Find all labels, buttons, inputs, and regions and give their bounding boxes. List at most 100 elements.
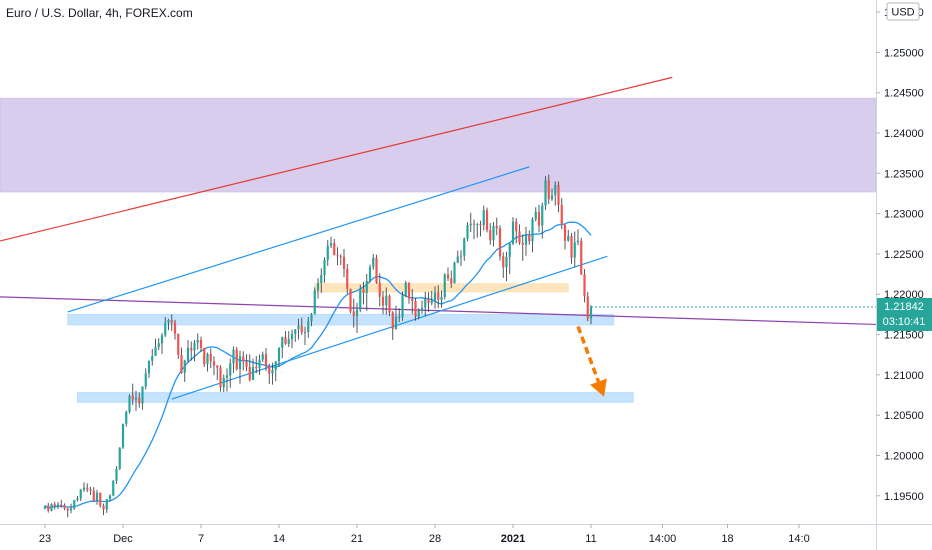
candle-body-bull [307, 321, 310, 332]
x-tick-label: 14:0 [788, 533, 809, 545]
candle [417, 308, 420, 320]
candle [63, 503, 66, 511]
currency-badge[interactable]: USD [886, 2, 920, 21]
red-trendline [0, 76, 673, 242]
candle [79, 488, 82, 502]
candle-body-bull [82, 487, 86, 490]
candle [524, 226, 528, 256]
candle [440, 290, 443, 308]
candle-body-bull [534, 212, 537, 220]
candle [333, 239, 336, 256]
y-tick-label: 1.20500 [884, 410, 924, 422]
candle [482, 205, 485, 231]
candle [225, 368, 229, 392]
candle-body-bear [414, 301, 417, 317]
candle [394, 305, 398, 330]
candle-body-bull [404, 282, 407, 296]
x-tick-label: 21 [351, 533, 363, 545]
candle [492, 222, 495, 247]
candle-body-bull [105, 499, 108, 510]
candle [209, 348, 212, 369]
candle [242, 351, 245, 371]
candle-body-bear [498, 228, 502, 257]
candle-body-bull [372, 257, 375, 268]
candle-body-bull [544, 180, 547, 206]
candle-body-bull [164, 322, 167, 336]
candle [281, 336, 284, 359]
candle-body-bear [92, 490, 95, 502]
candle-body-bear [502, 256, 505, 268]
candle [199, 336, 203, 352]
candle [277, 347, 281, 367]
candle-body-bull [313, 290, 316, 315]
candle [414, 297, 417, 321]
candle-body-bull [505, 256, 508, 268]
candle [573, 231, 576, 268]
candle [323, 257, 326, 283]
last-price-value: 1.21842 [884, 301, 924, 313]
candle-body-bull [261, 354, 264, 360]
candle-body-bear [528, 234, 531, 242]
candle-body-bull [76, 498, 79, 501]
candle [235, 346, 238, 371]
candle [381, 291, 385, 315]
candle-body-bear [203, 347, 206, 365]
candle [430, 290, 433, 306]
candle [255, 355, 258, 374]
candle [502, 252, 505, 278]
candle [222, 374, 225, 393]
candle [313, 287, 316, 315]
candle [339, 254, 342, 266]
candle-body-bull [50, 504, 53, 511]
candle-body-bull [222, 377, 225, 388]
y-axis[interactable]: 1.195001.200001.205001.210001.215001.220… [876, 7, 924, 503]
candle [216, 364, 219, 381]
candle [47, 502, 50, 513]
candle-body-bear [219, 367, 222, 388]
candle-body-bear [560, 205, 563, 225]
candle-body-bear [450, 278, 453, 284]
candle-body-bull [258, 359, 261, 369]
candle [248, 354, 251, 382]
candle-body-bull [108, 495, 112, 500]
candle [95, 489, 99, 505]
candle [284, 331, 287, 345]
candle-body-bear [245, 361, 248, 367]
candle [303, 326, 307, 345]
candle-body-bull [167, 319, 170, 323]
candle [427, 292, 430, 312]
candle [563, 224, 567, 250]
candle-body-bear [349, 288, 352, 312]
candle-body-bear [63, 505, 66, 509]
candle-body-bull [359, 288, 362, 310]
candle [554, 181, 557, 206]
candle [388, 294, 391, 317]
candle-body-bear [102, 505, 105, 510]
candle [401, 291, 404, 321]
y-tick-label: 1.24000 [884, 128, 924, 140]
candle [495, 217, 498, 236]
candle [86, 483, 89, 493]
candle [407, 282, 411, 304]
candle-body-bull [95, 492, 99, 502]
x-axis[interactable]: 23 Dec 7 14 21 28 2021 11 14:00 18 14:0 [39, 524, 810, 545]
candle-body-bear [248, 366, 251, 380]
channel-upper-line [67, 166, 530, 313]
candle [69, 503, 73, 514]
y-tick-label: 1.23000 [884, 209, 924, 221]
candle-body-bear [521, 242, 524, 245]
arrow-head [589, 378, 607, 397]
candle-body-bear [190, 347, 193, 351]
candle [160, 333, 164, 354]
candle-body-bull [368, 267, 372, 282]
candle [365, 274, 368, 311]
candle [196, 333, 199, 350]
candle [391, 311, 394, 340]
x-tick-label: 14:00 [649, 533, 677, 545]
candle [580, 237, 583, 276]
candle [271, 362, 274, 385]
candle-body-bear [570, 236, 573, 258]
candle-body-bull [193, 342, 196, 351]
